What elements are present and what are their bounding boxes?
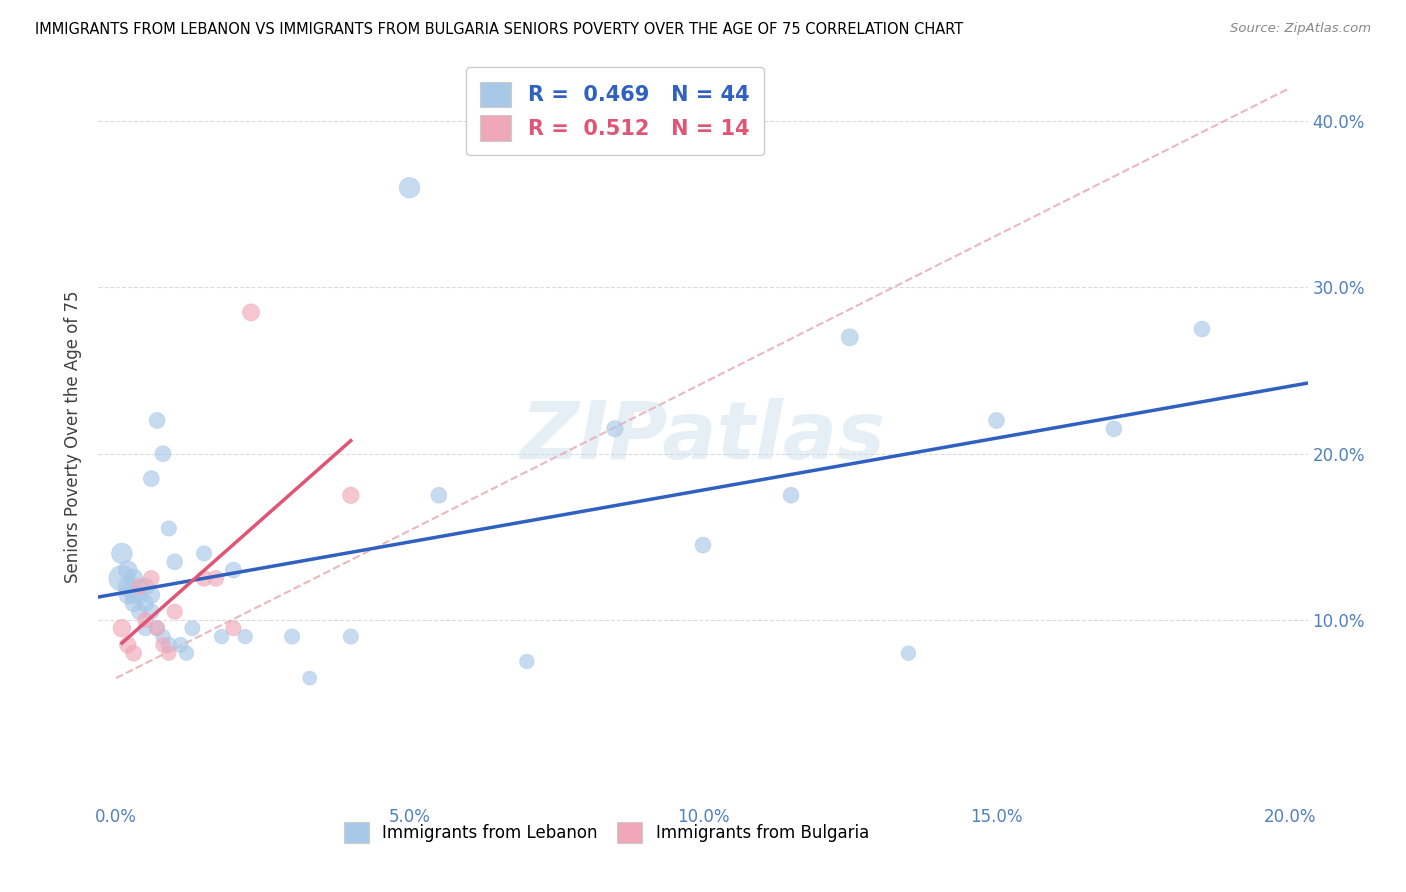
- Point: [233, 630, 256, 644]
- Point: [134, 621, 156, 635]
- Point: [134, 596, 156, 610]
- Point: [141, 588, 163, 602]
- Point: [111, 546, 134, 560]
- Point: [240, 305, 263, 319]
- Point: [157, 638, 180, 652]
- Point: [340, 630, 363, 644]
- Point: [146, 621, 169, 635]
- Point: [128, 588, 150, 602]
- Point: [146, 413, 169, 427]
- Point: [193, 546, 215, 560]
- Y-axis label: Seniors Poverty Over the Age of 75: Seniors Poverty Over the Age of 75: [63, 291, 82, 583]
- Point: [134, 580, 156, 594]
- Point: [117, 580, 139, 594]
- Point: [211, 630, 233, 644]
- Point: [1102, 422, 1125, 436]
- Point: [146, 621, 169, 635]
- Legend: Immigrants from Lebanon, Immigrants from Bulgaria: Immigrants from Lebanon, Immigrants from…: [337, 815, 876, 849]
- Point: [516, 655, 538, 669]
- Point: [141, 571, 163, 585]
- Point: [193, 571, 215, 585]
- Point: [838, 330, 860, 344]
- Point: [298, 671, 321, 685]
- Point: [152, 447, 174, 461]
- Point: [163, 605, 186, 619]
- Point: [134, 613, 156, 627]
- Point: [122, 571, 145, 585]
- Point: [122, 596, 145, 610]
- Point: [427, 488, 450, 502]
- Point: [340, 488, 363, 502]
- Text: IMMIGRANTS FROM LEBANON VS IMMIGRANTS FROM BULGARIA SENIORS POVERTY OVER THE AGE: IMMIGRANTS FROM LEBANON VS IMMIGRANTS FR…: [35, 22, 963, 37]
- Point: [141, 605, 163, 619]
- Point: [398, 180, 420, 194]
- Point: [152, 630, 174, 644]
- Point: [157, 646, 180, 660]
- Point: [897, 646, 920, 660]
- Point: [603, 422, 626, 436]
- Point: [111, 621, 134, 635]
- Text: Source: ZipAtlas.com: Source: ZipAtlas.com: [1230, 22, 1371, 36]
- Point: [169, 638, 191, 652]
- Point: [692, 538, 714, 552]
- Point: [222, 563, 245, 577]
- Text: ZIPatlas: ZIPatlas: [520, 398, 886, 476]
- Point: [117, 638, 139, 652]
- Point: [986, 413, 1008, 427]
- Point: [122, 588, 145, 602]
- Point: [141, 472, 163, 486]
- Point: [157, 521, 180, 535]
- Point: [117, 588, 139, 602]
- Point: [780, 488, 803, 502]
- Point: [181, 621, 204, 635]
- Point: [128, 580, 150, 594]
- Point: [204, 571, 226, 585]
- Point: [1191, 322, 1213, 336]
- Point: [117, 563, 139, 577]
- Point: [122, 646, 145, 660]
- Point: [111, 571, 134, 585]
- Point: [152, 638, 174, 652]
- Point: [176, 646, 198, 660]
- Point: [222, 621, 245, 635]
- Point: [128, 605, 150, 619]
- Point: [281, 630, 304, 644]
- Point: [163, 555, 186, 569]
